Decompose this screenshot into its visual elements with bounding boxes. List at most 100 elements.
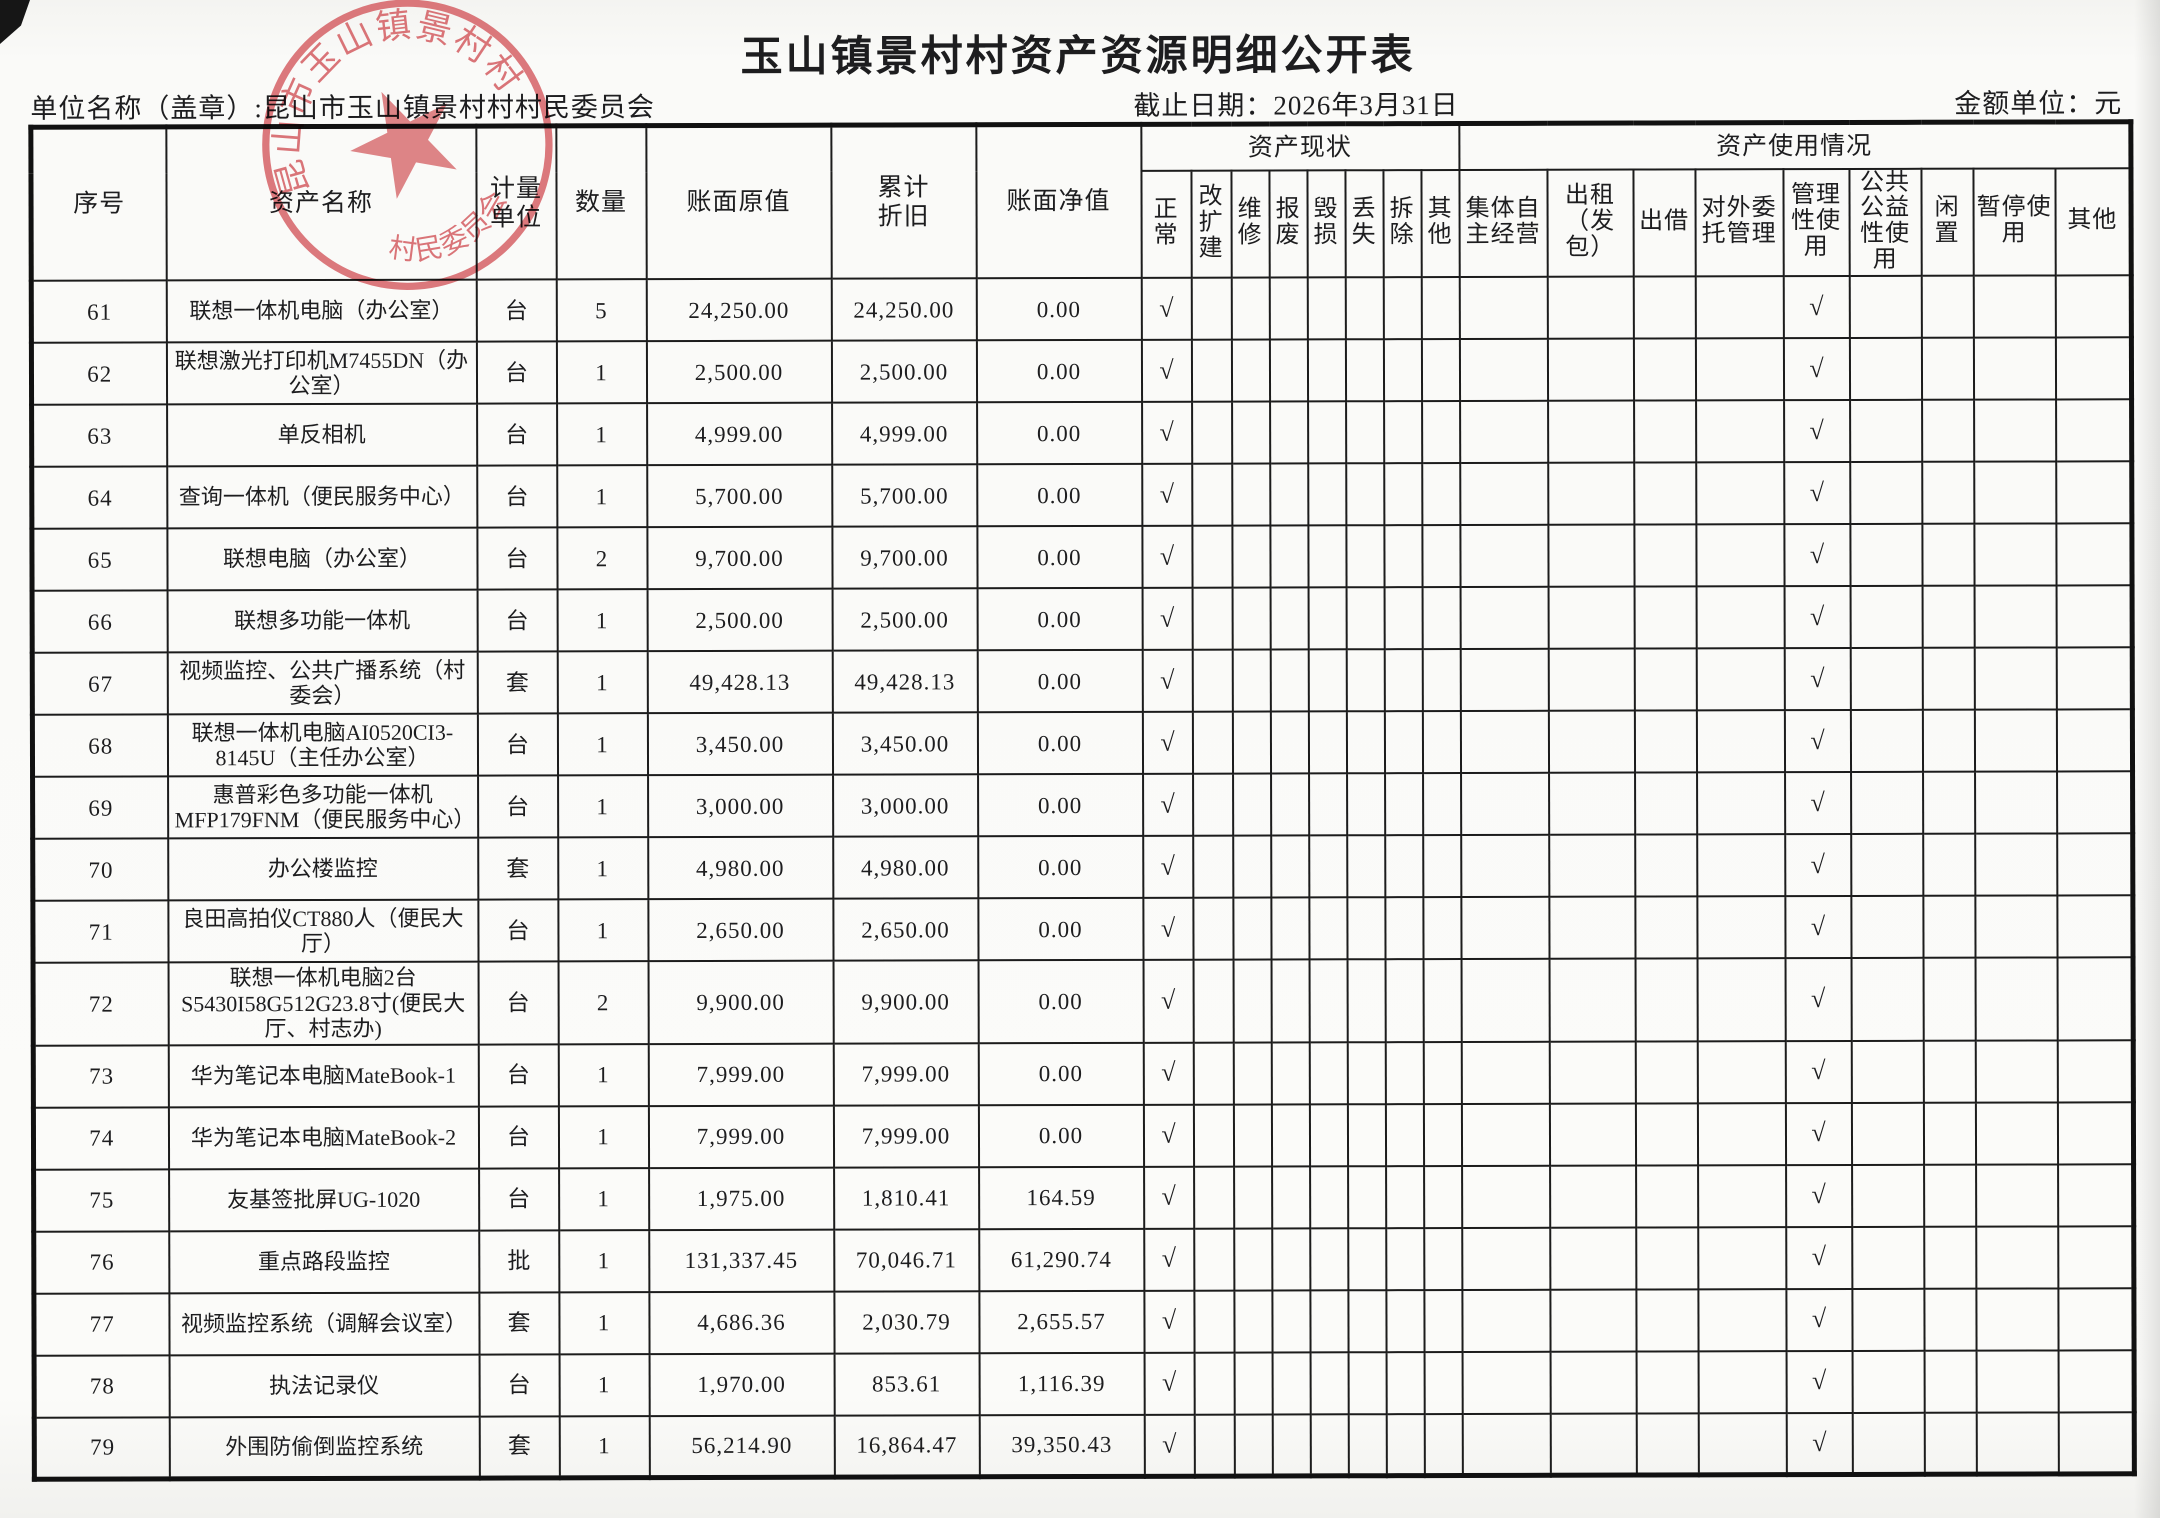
cell-net: 0.00 xyxy=(976,277,1142,341)
cell-status-empty xyxy=(1231,463,1270,526)
table-row: 77 视频监控系统（调解会议室）套 1 4,686.36 2,030.79 2,655.5… xyxy=(33,1287,2135,1356)
cell-status-checked: √ xyxy=(1141,277,1192,340)
cell-status-empty xyxy=(1233,1166,1272,1229)
cell-status-empty xyxy=(1269,277,1308,340)
cell-no: 70 xyxy=(32,838,168,901)
cell-original: 5,700.00 xyxy=(646,464,832,528)
cell-status-empty xyxy=(1192,773,1233,836)
cell-unit: 台 xyxy=(478,1106,559,1169)
cell-usage-empty xyxy=(1550,1413,1637,1476)
cell-usage-empty xyxy=(1974,833,2057,896)
cell-usage-empty xyxy=(1633,462,1696,525)
cell-net: 0.00 xyxy=(978,959,1144,1043)
cell-status-empty xyxy=(1423,1041,1462,1104)
cell-usage-empty xyxy=(1697,1226,1786,1290)
cell-status-empty xyxy=(1193,1104,1234,1167)
table-row: 62 联想激光打印机M7455DN（办公室）台 1 2,500.00 2,500.00 0… xyxy=(31,337,2132,405)
cell-qty: 2 xyxy=(556,527,648,590)
cell-name: 惠普彩色多功能一体机MFP179FNM（便民服务中心） xyxy=(167,775,478,839)
cell-status-empty xyxy=(1192,897,1234,960)
cell-status-empty xyxy=(1193,1166,1234,1229)
cell-depreciation: 3,450.00 xyxy=(832,712,978,775)
cell-status-empty xyxy=(1192,587,1233,650)
cell-qty: 1 xyxy=(556,403,647,466)
cell-status-empty xyxy=(1422,897,1462,960)
cell-status-empty xyxy=(1233,1042,1272,1105)
cell-usage-empty xyxy=(1696,896,1786,959)
cell-status-empty xyxy=(1271,1166,1310,1229)
col-header-net: 账面净值 xyxy=(975,124,1142,279)
cell-original: 3,000.00 xyxy=(647,774,833,838)
cell-qty: 1 xyxy=(556,341,647,404)
cell-status-empty xyxy=(1384,835,1423,898)
cell-original: 1,970.00 xyxy=(649,1353,835,1416)
cell-status-empty xyxy=(1191,401,1232,464)
cell-net: 0.00 xyxy=(978,1104,1144,1167)
cell-status-checked: √ xyxy=(1143,1104,1194,1167)
cell-status-checked: √ xyxy=(1143,1166,1194,1229)
cell-usage-empty xyxy=(2056,647,2133,710)
cell-status-empty xyxy=(1231,525,1271,588)
cell-status-empty xyxy=(1422,835,1461,898)
cell-usage-empty xyxy=(1922,833,1975,896)
cell-usage-empty xyxy=(1973,275,2056,338)
cell-usage-checked: √ xyxy=(1784,834,1851,897)
cell-status-empty xyxy=(1423,1165,1462,1228)
cell-status-empty xyxy=(1384,587,1423,650)
cell-usage-empty xyxy=(1548,772,1635,835)
cell-status-empty xyxy=(1269,463,1308,526)
cell-status-empty xyxy=(1192,835,1233,898)
cell-usage-empty xyxy=(1634,586,1697,649)
table-row: 79 外围防偷倒监控系统套 1 56,214.90 16,864.47 39,350.43… xyxy=(34,1411,2135,1480)
cell-status-empty xyxy=(1231,277,1270,340)
cell-usage-checked: √ xyxy=(1784,586,1851,649)
cell-usage-empty xyxy=(1975,1102,2058,1165)
cell-usage-empty xyxy=(1547,338,1634,401)
cell-no: 71 xyxy=(32,900,169,963)
cell-status-empty xyxy=(1307,401,1346,464)
cell-name: 单反相机 xyxy=(166,403,477,467)
table-row: 78 执法记录仪台 1 1,970.00 853.61 1,116.39 √ √ xyxy=(34,1349,2135,1418)
cell-usage-empty xyxy=(1636,1351,1699,1414)
cell-usage-empty xyxy=(1460,710,1549,774)
cell-qty: 1 xyxy=(557,713,648,776)
cell-qty: 1 xyxy=(559,1353,650,1417)
cell-depreciation: 4,999.00 xyxy=(831,402,977,465)
cell-usage-empty xyxy=(1923,1226,1976,1289)
cell-status-empty xyxy=(1231,401,1270,464)
cell-net: 0.00 xyxy=(978,1042,1144,1105)
cell-status-empty xyxy=(1347,1041,1386,1104)
cell-unit: 台 xyxy=(476,403,557,466)
cell-status-empty xyxy=(1384,897,1424,960)
table-row: 65 联想电脑（办公室）台 2 9,700.00 9,700.00 0.00 √ √ xyxy=(31,523,2133,591)
cell-net: 0.00 xyxy=(976,339,1142,403)
cell-no: 65 xyxy=(31,528,168,591)
cell-usage-empty xyxy=(2055,461,2132,524)
cell-depreciation: 2,030.79 xyxy=(833,1290,980,1354)
cell-usage-empty xyxy=(1975,957,2058,1041)
cell-status-empty xyxy=(1232,649,1271,712)
cell-usage-empty xyxy=(1460,586,1549,650)
cell-status-empty xyxy=(1193,1290,1235,1353)
cell-no: 68 xyxy=(32,714,168,777)
cell-usage-empty xyxy=(1695,400,1784,463)
cell-status-empty xyxy=(1232,835,1271,898)
cell-name: 华为笔记本电脑MateBook-1 xyxy=(168,1044,479,1108)
cell-usage-empty xyxy=(1695,338,1784,401)
cell-status-checked: √ xyxy=(1141,401,1192,464)
cell-status-empty xyxy=(1385,1041,1424,1104)
cell-usage-empty xyxy=(1459,338,1548,402)
cell-status-empty xyxy=(1345,339,1384,402)
cell-usage-empty xyxy=(1549,1289,1637,1352)
col-header-qty: 数量 xyxy=(555,125,647,280)
cell-usage-empty xyxy=(2056,585,2133,648)
col-header-usage-lent: 出借 xyxy=(1632,168,1696,277)
cell-usage-empty xyxy=(1461,1103,1550,1166)
cell-original: 7,999.00 xyxy=(648,1043,834,1106)
cell-original: 9,900.00 xyxy=(648,960,834,1044)
cell-status-empty xyxy=(1424,1351,1463,1414)
cell-usage-empty xyxy=(2058,1411,2135,1475)
table-row: 66 联想多功能一体机台 1 2,500.00 2,500.00 0.00 √ √ xyxy=(32,585,2133,653)
cell-usage-empty xyxy=(1924,1350,1977,1413)
cell-usage-empty xyxy=(1635,1227,1698,1290)
